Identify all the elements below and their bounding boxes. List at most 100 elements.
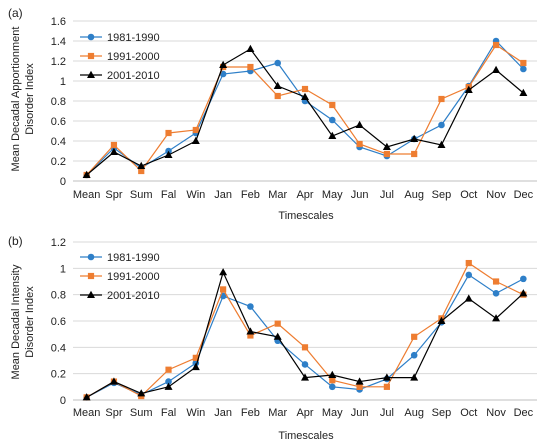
data-point	[301, 344, 309, 351]
x-tick-label: Aug	[404, 407, 424, 419]
x-tick-label: Jul	[380, 407, 394, 419]
gridlines	[73, 20, 537, 162]
data-point	[301, 361, 309, 368]
y-tick-label: 0.2	[51, 156, 66, 168]
x-tick-label: Jun	[351, 407, 369, 419]
x-tick-label: Aug	[404, 189, 424, 201]
data-point	[492, 278, 500, 285]
legend: 1981-1990 1991-2000 2001-2010	[80, 252, 160, 302]
x-tick-label: May	[322, 189, 343, 201]
data-point	[329, 101, 336, 109]
x-tick-labels: Mean Spr Sum Fal Win Jan Feb Mar Apr May Jun Jul Aug…	[73, 407, 534, 419]
x-tick-label: Feb	[241, 407, 260, 419]
data-point	[109, 147, 118, 155]
data-point	[520, 275, 527, 283]
data-point	[273, 81, 282, 89]
x-tick-label: Win	[186, 189, 205, 201]
data-point	[273, 332, 282, 340]
legend: 1981-1990 1991-2000 2001-2010	[80, 32, 160, 82]
y-axis-label-line-1: Mean Decadal Intensity	[10, 264, 22, 379]
legend-label: 1991-2000	[107, 271, 160, 283]
data-point	[246, 327, 255, 335]
data-point	[82, 170, 91, 178]
x-tick-label: May	[322, 407, 343, 419]
x-tick-label: Sum	[130, 189, 153, 201]
data-point	[437, 316, 446, 324]
data-point	[519, 88, 528, 96]
x-tick-label: Spr	[105, 189, 122, 201]
legend-label: 1991-2000	[107, 51, 160, 63]
data-series	[82, 37, 528, 179]
x-tick-label: Win	[186, 407, 205, 419]
data-point	[164, 382, 173, 390]
y-tick-label: 0.6	[51, 316, 66, 328]
legend-label: 2001-2010	[107, 70, 160, 82]
panel-a: (a) Mean Decadal Apportionment Disorder …	[8, 6, 537, 222]
y-axis-label-line-2: Disorder Index	[24, 63, 36, 135]
data-point	[492, 65, 501, 73]
data-point	[137, 389, 146, 397]
data-point	[382, 142, 391, 150]
y-tick-label: 0	[60, 395, 66, 407]
y-tick-label: 0.4	[51, 342, 66, 354]
data-point	[520, 65, 527, 73]
legend-label: 1981-1990	[107, 252, 160, 264]
data-point	[382, 373, 391, 381]
data-point	[465, 271, 473, 279]
data-point	[519, 289, 528, 297]
panel-label: (a)	[8, 6, 23, 20]
data-point	[355, 120, 364, 128]
data-point	[165, 378, 172, 385]
y-tick-label: 1.2	[51, 237, 66, 249]
panel-b: (b) Mean Decadal Intensity Disorder Inde…	[8, 234, 537, 442]
legend-marker	[87, 70, 95, 78]
panel-label: (b)	[8, 234, 23, 248]
y-tick-label: 0.6	[51, 116, 66, 128]
data-point	[301, 92, 309, 100]
x-tick-label: Nov	[486, 407, 506, 419]
legend-marker	[87, 253, 95, 261]
y-tick-label: 0	[60, 176, 66, 188]
legend-label: 2001-2010	[107, 290, 160, 302]
data-point	[301, 373, 309, 381]
y-tick-labels: 0 0.2 0.4 0.6 0.8 1 1.2	[51, 237, 66, 407]
y-axis-label-line-1: Mean Decadal Apportionment	[10, 27, 22, 172]
data-point	[137, 161, 146, 169]
data-point	[247, 332, 254, 339]
data-point	[274, 59, 282, 67]
data-point	[492, 314, 501, 322]
data-point	[165, 366, 172, 373]
legend-label: 1981-1990	[107, 32, 160, 44]
data-point	[328, 370, 337, 378]
data-point	[191, 362, 200, 371]
data-point	[274, 92, 281, 100]
data-series	[82, 259, 528, 401]
x-tick-label: Sep	[432, 407, 452, 419]
data-point	[164, 150, 173, 158]
data-point	[410, 351, 418, 359]
y-tick-label: 0.4	[51, 136, 66, 148]
y-tick-label: 1.2	[51, 56, 66, 68]
data-point	[165, 129, 172, 137]
y-tick-label: 1	[60, 263, 66, 275]
x-tick-label: Nov	[486, 189, 506, 201]
data-point	[438, 95, 445, 103]
legend-marker	[87, 52, 95, 60]
data-point	[329, 377, 336, 384]
data-point	[492, 290, 500, 297]
x-tick-label: Fal	[161, 407, 176, 419]
data-point	[247, 63, 254, 71]
data-point	[301, 85, 309, 93]
x-tick-labels: Mean Spr Sum Fal Win Jan Feb Mar Apr May Jun Jul Aug…	[73, 189, 534, 201]
data-point	[219, 60, 228, 68]
data-point	[356, 140, 363, 148]
y-tick-labels: 0 0.2 0.4 0.6 0.8 1 1.2 1.4 1.6	[51, 16, 66, 188]
x-axis-label: Timescales	[278, 210, 334, 222]
data-point	[410, 134, 419, 142]
x-tick-label: Sum	[130, 407, 153, 419]
data-point	[328, 131, 337, 139]
legend-marker	[87, 272, 95, 280]
data-point	[410, 373, 419, 381]
data-point	[383, 383, 390, 390]
x-tick-label: Feb	[241, 189, 260, 201]
